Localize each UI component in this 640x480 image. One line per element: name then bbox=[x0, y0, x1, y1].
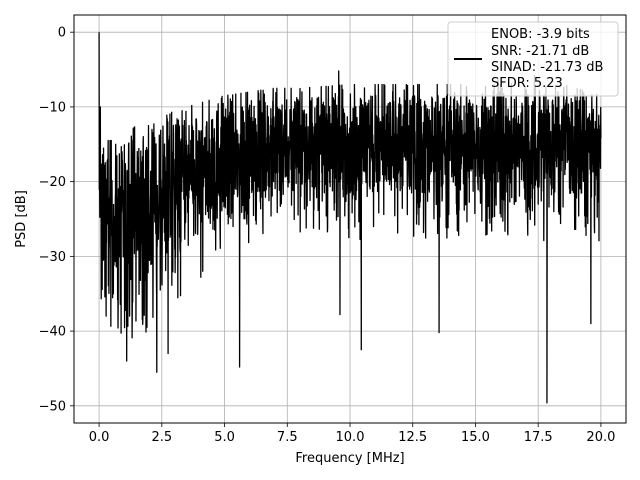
x-axis-label: Frequency [MHz] bbox=[295, 451, 404, 466]
legend-entry: SINAD: -21.73 dB bbox=[491, 60, 603, 75]
x-tick-label: 17.5 bbox=[524, 430, 553, 445]
y-tick-label: −20 bbox=[39, 175, 66, 190]
x-tick-label: 10.0 bbox=[336, 430, 365, 445]
legend-entry: SNR: -21.71 dB bbox=[491, 44, 589, 59]
x-tick-label: 0.0 bbox=[89, 430, 110, 445]
y-tick-label: −40 bbox=[39, 325, 66, 340]
y-tick-label: −30 bbox=[39, 250, 66, 265]
x-tick-label: 7.5 bbox=[277, 430, 298, 445]
x-tick-label: 5.0 bbox=[214, 430, 235, 445]
y-tick-label: 0 bbox=[58, 26, 66, 41]
x-tick-label: 12.5 bbox=[398, 430, 427, 445]
legend-entry: ENOB: -3.9 bits bbox=[491, 27, 590, 42]
y-tick-label: −50 bbox=[39, 399, 66, 414]
x-axis-ticks: 0.0 2.5 5.0 7.5 10.0 12.5 15.0 17.5 20.0 bbox=[89, 423, 615, 445]
psd-series-line bbox=[98, 32, 602, 404]
y-tick-label: −10 bbox=[39, 100, 66, 115]
y-axis-label: PSD [dB] bbox=[14, 190, 29, 248]
legend-box bbox=[447, 21, 619, 97]
y-axis-ticks: 0 −10 −20 −30 −40 −50 bbox=[39, 26, 74, 414]
legend-entry: SFDR: 5.23 bbox=[491, 76, 563, 91]
x-tick-label: 2.5 bbox=[151, 430, 172, 445]
legend: ENOB: -3.9 bits SNR: -21.71 dB SINAD: -2… bbox=[447, 21, 619, 97]
x-tick-label: 20.0 bbox=[586, 430, 615, 445]
x-tick-label: 15.0 bbox=[461, 430, 490, 445]
